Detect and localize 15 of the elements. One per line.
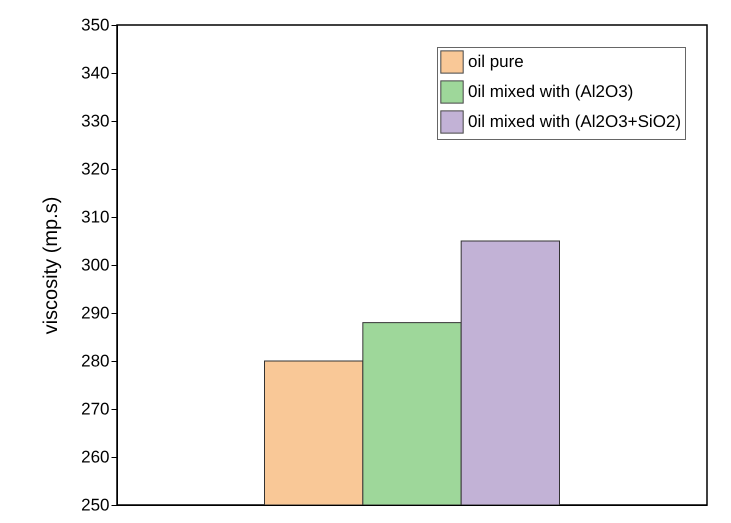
y-tick-label: 250 [81, 496, 110, 514]
y-tick-label: 290 [81, 304, 110, 322]
legend-label: 0il mixed with (Al2O3+SiO2) [468, 112, 682, 131]
legend-label: 0il mixed with (Al2O3) [468, 82, 634, 101]
y-tick-label: 300 [81, 256, 110, 274]
y-tick-label: 350 [81, 16, 110, 34]
legend-label: oil pure [468, 52, 524, 71]
y-tick-label: 330 [81, 112, 110, 130]
y-tick-label: 320 [81, 160, 110, 178]
y-axis-title: viscosity (mp.s) [40, 196, 62, 334]
y-tick-label: 280 [81, 352, 110, 370]
y-tick-label: 270 [81, 400, 110, 418]
y-tick-label: 340 [81, 64, 110, 82]
y-tick-label: 310 [81, 208, 110, 226]
y-tick-label: 260 [81, 448, 110, 466]
